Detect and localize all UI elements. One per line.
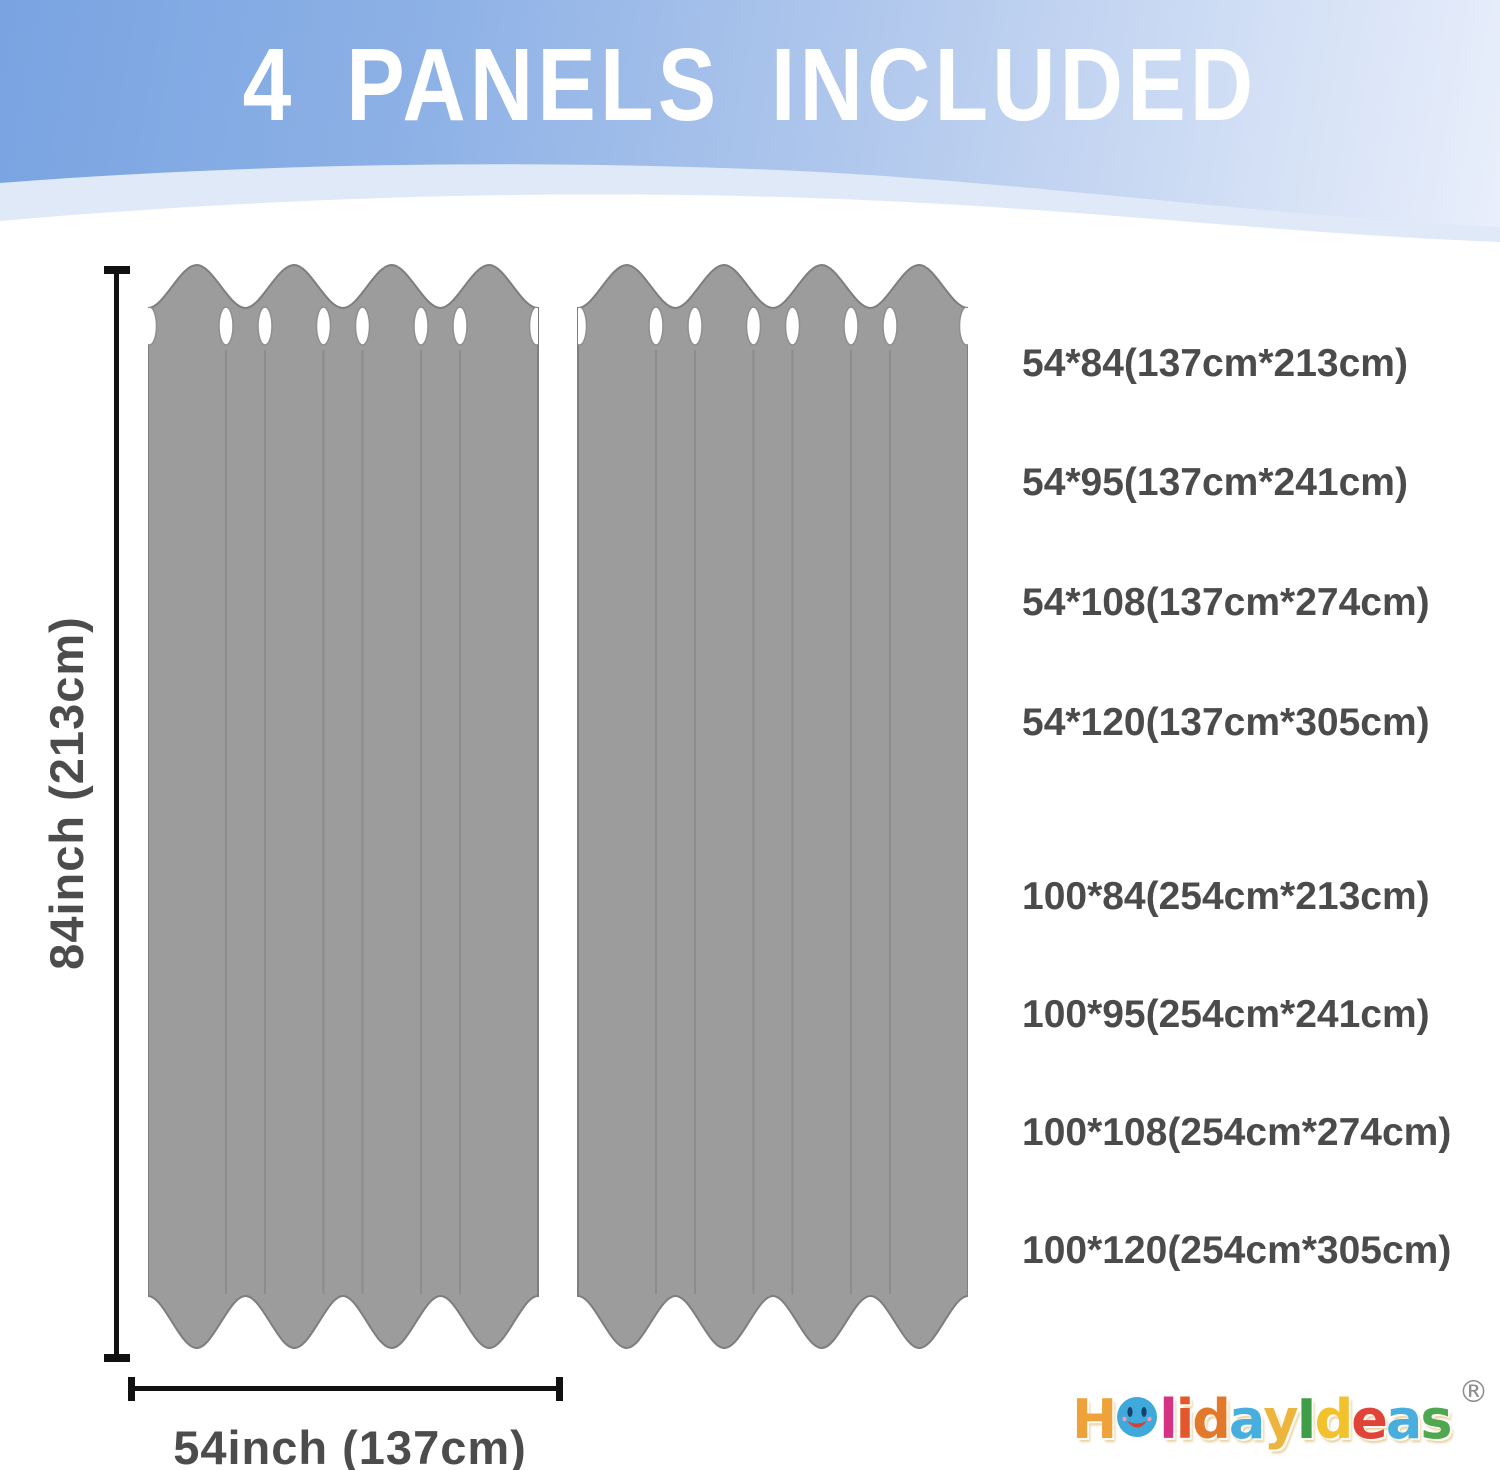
height-dimension-label: 84inch (213cm) bbox=[40, 616, 93, 970]
size-option-54x120: 54*120(137cm*305cm) bbox=[1022, 701, 1430, 744]
width-dimension-line bbox=[130, 1386, 562, 1391]
logo-letter: H bbox=[1072, 1388, 1117, 1451]
header-banner: 4 PANELS INCLUDED bbox=[0, 0, 1500, 250]
size-option-100x84: 100*84(254cm*213cm) bbox=[1022, 875, 1430, 918]
height-dimension-line bbox=[114, 268, 119, 1360]
logo-letter: s bbox=[1420, 1388, 1452, 1451]
width-dimension-cap-right bbox=[556, 1377, 563, 1401]
curtain-panel-right bbox=[573, 265, 969, 1348]
size-option-100x95: 100*95(254cm*241cm) bbox=[1022, 993, 1430, 1036]
header-title: 4 PANELS INCLUDED bbox=[242, 27, 1258, 142]
height-dimension-cap-top bbox=[104, 266, 130, 274]
size-option-100x108: 100*108(254cm*274cm) bbox=[1022, 1111, 1452, 1154]
logo-letter: d bbox=[1192, 1388, 1231, 1451]
width-dimension-label: 54inch (137cm) bbox=[173, 1421, 527, 1470]
size-option-100x120: 100*120(254cm*305cm) bbox=[1022, 1229, 1452, 1272]
logo-letter: e bbox=[1351, 1388, 1388, 1451]
curtain-panels-illustration bbox=[148, 262, 968, 1350]
logo-letter: y bbox=[1263, 1388, 1298, 1451]
logo-letter: d bbox=[1314, 1388, 1354, 1451]
logo-letter: a bbox=[1228, 1388, 1265, 1451]
registered-trademark: ® bbox=[1458, 1375, 1489, 1410]
logo-letter: i bbox=[1175, 1388, 1194, 1451]
wave-white-shape bbox=[0, 194, 1500, 250]
logo-letter: I bbox=[1296, 1388, 1317, 1451]
curtain-panel-left bbox=[148, 265, 544, 1348]
header-wave-decoration bbox=[0, 164, 1500, 250]
brand-logo: H lidayIdeas ® bbox=[1072, 1375, 1489, 1451]
width-dimension-cap-left bbox=[128, 1377, 135, 1401]
logo-letter: a bbox=[1385, 1388, 1422, 1451]
size-option-54x95: 54*95(137cm*241cm) bbox=[1022, 461, 1408, 504]
smiley-face-icon bbox=[1116, 1396, 1158, 1438]
height-dimension-cap-bottom bbox=[104, 1354, 130, 1362]
size-option-54x108: 54*108(137cm*274cm) bbox=[1022, 581, 1430, 624]
logo-letter: l bbox=[1159, 1388, 1177, 1451]
size-option-54x84: 54*84(137cm*213cm) bbox=[1022, 342, 1408, 385]
